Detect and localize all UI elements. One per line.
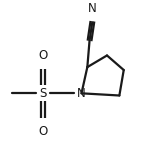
- Text: N: N: [88, 2, 97, 15]
- Text: N: N: [77, 87, 86, 100]
- Text: S: S: [39, 87, 47, 100]
- Text: O: O: [38, 49, 47, 62]
- Text: O: O: [38, 125, 47, 138]
